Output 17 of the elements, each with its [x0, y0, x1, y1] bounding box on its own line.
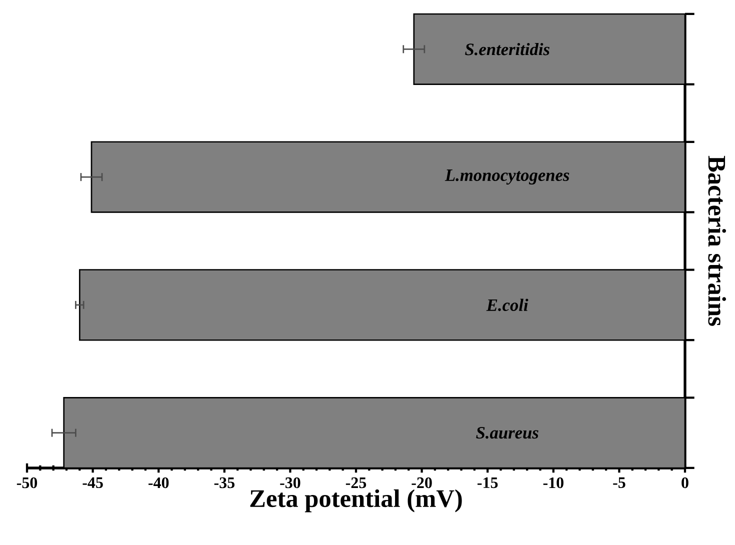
x-tick-label: -35	[214, 477, 234, 488]
y-tick-label: E.coli	[486, 298, 528, 312]
x-tick-label: -25	[346, 477, 366, 488]
x-tick-label: -20	[412, 477, 432, 488]
y-tick-label: S.aureus	[476, 426, 538, 439]
x-tick-label: 0	[682, 477, 688, 488]
x-tick-label: -15	[478, 477, 498, 488]
x-tick-label: -5	[613, 477, 626, 488]
y-tick-label: L.monocytogenes	[444, 170, 570, 185]
x-tick-label: -40	[148, 477, 169, 488]
x-tick-label: -45	[82, 477, 103, 488]
x-axis-title: Zeta potential (mV)	[250, 489, 462, 512]
x-tick-label: -30	[280, 477, 300, 488]
x-tick-label: -50	[16, 477, 38, 488]
x-tick-label: -10	[543, 477, 564, 488]
y-tick-label: S.enteritidis	[465, 43, 550, 56]
y-axis-title: Bacteria strains	[708, 156, 726, 326]
